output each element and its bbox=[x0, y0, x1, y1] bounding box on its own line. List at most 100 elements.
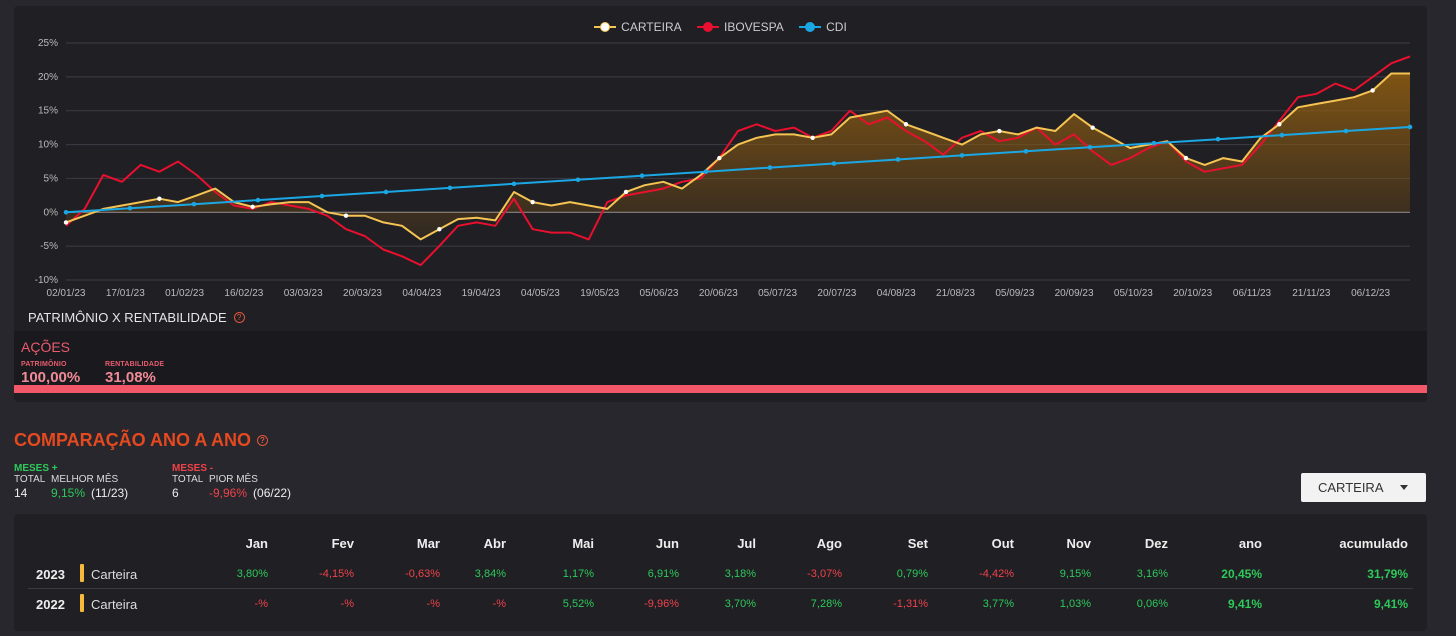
x-tick-label: 20/06/23 bbox=[699, 288, 738, 299]
worst-month-label: PIOR MÊS bbox=[209, 474, 258, 485]
x-tick-label: 04/04/23 bbox=[402, 288, 441, 299]
cdi-point bbox=[1087, 144, 1093, 150]
x-tick-label: 02/01/23 bbox=[47, 288, 86, 299]
chart-panel: 25% 20% 15% 10% 5% 0% -5% -10% 02/01/23 17/01/23 0… bbox=[14, 6, 1427, 402]
cell-ano: 20,45% bbox=[1221, 567, 1262, 581]
cell-mai: 1,17% bbox=[562, 568, 594, 580]
column-header-mar: Mar bbox=[416, 536, 440, 551]
cell-mar: -% bbox=[426, 598, 440, 610]
performance-chart: 25% 20% 15% 10% 5% 0% -5% -10% 02/01/23 17/01/23 0… bbox=[35, 38, 1413, 299]
legend-label-ibovespa: IBOVESPA bbox=[723, 20, 784, 34]
cdi-point bbox=[895, 157, 901, 162]
cell-jun: -9,96% bbox=[644, 598, 679, 610]
x-tick-label: 20/07/23 bbox=[817, 288, 856, 299]
cell-ano: 9,41% bbox=[1227, 597, 1262, 611]
legend-item-cdi[interactable]: CDI bbox=[799, 20, 847, 34]
x-tick-label: 03/03/23 bbox=[284, 288, 323, 299]
chart-legend: CARTEIRA IBOVESPA CDI bbox=[14, 20, 1427, 36]
cell-abr: 3,84% bbox=[474, 568, 506, 580]
ibovespa-line bbox=[65, 55, 1411, 267]
carteira-point bbox=[810, 135, 815, 140]
column-header-fev: Fev bbox=[331, 536, 354, 551]
chevron-down-icon bbox=[1400, 485, 1408, 490]
x-tick-label: 05/09/23 bbox=[995, 288, 1034, 299]
column-header-dez: Dez bbox=[1144, 536, 1168, 551]
cell-fev: -4,15% bbox=[319, 568, 354, 580]
cdi-point bbox=[191, 201, 197, 207]
legend-item-ibovespa[interactable]: IBOVESPA bbox=[696, 20, 784, 34]
cell-nov: 9,15% bbox=[1059, 568, 1091, 580]
comparison-help-icon[interactable]: ? bbox=[257, 435, 268, 446]
carteira-point bbox=[903, 122, 909, 127]
x-tick-label: 04/08/23 bbox=[877, 288, 916, 299]
cdi-point bbox=[319, 193, 325, 199]
x-tick-label: 21/11/23 bbox=[1292, 288, 1331, 299]
carteira-point bbox=[1370, 88, 1375, 93]
x-tick-label: 01/02/23 bbox=[165, 288, 204, 299]
cell-jun: 6,91% bbox=[647, 568, 679, 580]
cdi-point bbox=[1343, 128, 1349, 134]
column-header-acumulado: acumulado bbox=[1339, 536, 1408, 551]
carteira-point bbox=[1090, 125, 1095, 130]
cell-set: -1,31% bbox=[893, 598, 928, 610]
carteira-point bbox=[63, 220, 69, 225]
y-tick-label: 15% bbox=[38, 106, 58, 117]
acoes-title: AÇÕES bbox=[21, 339, 71, 355]
cell-nov: 1,03% bbox=[1059, 598, 1091, 610]
row-name: Carteira bbox=[91, 567, 138, 582]
series-marker bbox=[80, 564, 84, 582]
portfolio-select[interactable]: CARTEIRA bbox=[1301, 473, 1426, 502]
x-tick-label: 06/12/23 bbox=[1351, 288, 1390, 299]
column-header-jan: Jan bbox=[245, 536, 268, 551]
series-marker bbox=[80, 594, 84, 612]
legend-label-carteira: CARTEIRA bbox=[621, 20, 682, 34]
cell-dez: 0,06% bbox=[1136, 598, 1168, 610]
x-tick-label: 06/11/23 bbox=[1233, 288, 1272, 299]
cdi-point bbox=[575, 177, 581, 183]
cdi-point bbox=[1023, 149, 1029, 154]
carteira-point bbox=[343, 213, 349, 218]
help-icon[interactable]: ? bbox=[233, 312, 245, 323]
column-header-abr: Abr bbox=[483, 536, 506, 551]
positive-months-header: MESES + bbox=[14, 463, 58, 474]
carteira-point bbox=[437, 227, 442, 232]
carteira-point bbox=[1277, 122, 1282, 127]
cdi-point bbox=[255, 197, 261, 203]
row-year: 2022 bbox=[36, 597, 65, 612]
cdi-point bbox=[767, 165, 773, 170]
best-month-label: MELHOR MÊS bbox=[51, 474, 119, 485]
y-tick-label: 20% bbox=[38, 72, 58, 83]
x-tick-label: 16/02/23 bbox=[224, 288, 263, 299]
cell-jul: 3,70% bbox=[724, 598, 756, 610]
best-month-value: 9,15% bbox=[51, 486, 86, 500]
y-tick-label: 0% bbox=[44, 207, 59, 218]
patrimonio-label: PATRIMÔNIO bbox=[21, 361, 67, 368]
column-header-ano: ano bbox=[1238, 536, 1262, 551]
cell-ago: -3,07% bbox=[807, 568, 842, 580]
cell-acumulado: 9,41% bbox=[1373, 597, 1408, 611]
column-header-jul: Jul bbox=[737, 536, 756, 551]
cdi-point bbox=[63, 209, 69, 215]
row-name: Carteira bbox=[91, 597, 138, 612]
cell-set: 0,79% bbox=[896, 568, 928, 580]
x-tick-label: 20/03/23 bbox=[343, 288, 382, 299]
carteira-point bbox=[623, 189, 629, 195]
year-comparison-table: Jan Fev Mar Abr Mai Jun Jul Ago Set Out Nov Dez ano a… bbox=[14, 514, 1427, 631]
rentabilidade-block: RENTABILIDADE 31,08% bbox=[105, 361, 164, 386]
comparison-title: COMPARAÇÃO ANO A ANO ? bbox=[14, 430, 268, 451]
cell-ago: 7,28% bbox=[810, 598, 842, 610]
carteira-area bbox=[66, 73, 1410, 240]
cell-acumulado: 31,79% bbox=[1367, 567, 1408, 581]
positive-total-value: 14 bbox=[14, 486, 28, 500]
legend-label-cdi: CDI bbox=[826, 20, 847, 34]
legend-item-carteira[interactable]: CARTEIRA bbox=[594, 20, 682, 34]
cell-abr: -% bbox=[492, 598, 506, 610]
carteira-point bbox=[717, 155, 722, 161]
y-tick-label: 5% bbox=[44, 173, 59, 184]
cell-fev: -% bbox=[340, 598, 354, 610]
x-tick-label: 05/07/23 bbox=[758, 288, 797, 299]
x-tick-label: 19/05/23 bbox=[580, 288, 619, 299]
patrimonio-block: PATRIMÔNIO 100,00% bbox=[21, 361, 80, 386]
cell-out: 3,77% bbox=[982, 598, 1014, 610]
carteira-point bbox=[997, 128, 1002, 134]
